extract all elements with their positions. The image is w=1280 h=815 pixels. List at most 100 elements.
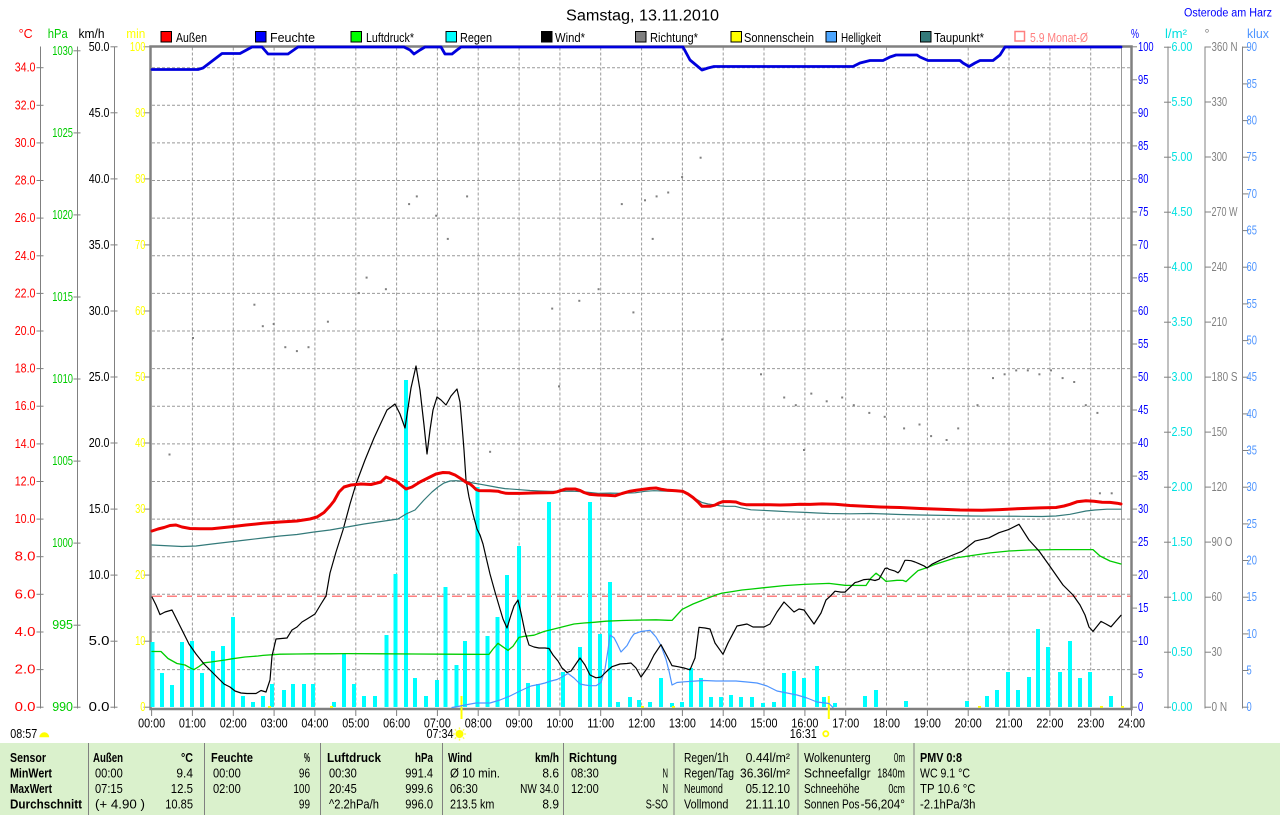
svg-text:16:00: 16:00 (791, 717, 818, 731)
svg-text:hPa: hPa (48, 27, 68, 41)
svg-text:^2.2hPa/h: ^2.2hPa/h (329, 798, 379, 812)
svg-text:90 O: 90 O (1212, 535, 1233, 549)
svg-text:Sonnenschein: Sonnenschein (744, 30, 814, 45)
svg-text:21:00: 21:00 (996, 717, 1023, 731)
svg-text:45.0: 45.0 (89, 106, 110, 120)
svg-text:36.36l/m²: 36.36l/m² (740, 767, 790, 781)
svg-text:-2.1hPa/3h: -2.1hPa/3h (920, 798, 976, 812)
svg-text:Luftdruck: Luftdruck (327, 751, 381, 765)
svg-text:5: 5 (1138, 667, 1143, 681)
svg-text:22.0: 22.0 (15, 286, 36, 300)
svg-text:Ø 10 min.: Ø 10 min. (450, 767, 500, 781)
svg-text:999.6: 999.6 (405, 782, 433, 796)
svg-text:Durchschnitt: Durchschnitt (10, 798, 83, 812)
svg-text:5.50: 5.50 (1172, 95, 1193, 109)
svg-text:00:00: 00:00 (213, 767, 241, 781)
svg-text:150: 150 (1212, 425, 1228, 439)
svg-text:Taupunkt*: Taupunkt* (934, 30, 984, 45)
svg-text:30.0: 30.0 (89, 304, 110, 318)
svg-text:15: 15 (1138, 601, 1148, 615)
svg-text:0.44l/m²: 0.44l/m² (746, 751, 790, 765)
svg-text:100: 100 (293, 782, 310, 796)
svg-text:1020: 1020 (52, 208, 73, 222)
svg-text:0m: 0m (894, 751, 905, 765)
svg-text:02:00: 02:00 (220, 717, 247, 731)
svg-text:240: 240 (1212, 260, 1228, 274)
svg-text:13:00: 13:00 (669, 717, 696, 731)
svg-text:Helligkeit: Helligkeit (841, 30, 881, 45)
svg-text:180 S: 180 S (1212, 370, 1238, 384)
svg-text:20.0: 20.0 (89, 436, 110, 450)
svg-text:34.0: 34.0 (15, 61, 36, 75)
svg-text:21.11.10: 21.11.10 (746, 798, 790, 812)
svg-text:35: 35 (1247, 444, 1257, 458)
svg-text:N: N (662, 782, 668, 796)
svg-text:85: 85 (1247, 77, 1257, 91)
svg-text:995: 995 (52, 618, 73, 632)
svg-text:0: 0 (140, 700, 145, 714)
svg-text:WC 9.1 °C: WC 9.1 °C (920, 767, 970, 781)
svg-text:PMV 0:8: PMV 0:8 (920, 751, 962, 765)
svg-text:0.00: 0.00 (1172, 700, 1193, 714)
svg-text:270 W: 270 W (1212, 205, 1238, 219)
svg-text:55: 55 (1247, 297, 1257, 311)
svg-text:20.0: 20.0 (15, 324, 36, 338)
svg-text:10:00: 10:00 (546, 717, 573, 731)
svg-text:5.9 Monat-Ø: 5.9 Monat-Ø (1030, 30, 1088, 45)
svg-text:40: 40 (135, 436, 145, 450)
svg-text:15.0: 15.0 (89, 502, 110, 516)
svg-text:Luftdruck*: Luftdruck* (366, 30, 414, 45)
svg-text:03:00: 03:00 (261, 717, 288, 731)
svg-text:MaxWert: MaxWert (10, 782, 53, 796)
svg-text:TP 10.6 °C: TP 10.6 °C (920, 782, 976, 796)
svg-text:19:00: 19:00 (914, 717, 941, 731)
svg-text:18:00: 18:00 (873, 717, 900, 731)
svg-text:1840m: 1840m (877, 767, 905, 781)
svg-text:11:00: 11:00 (587, 717, 614, 731)
svg-text:07:34: 07:34 (427, 727, 454, 741)
svg-text:Feuchte: Feuchte (270, 30, 315, 45)
svg-text:12.0: 12.0 (15, 475, 36, 489)
svg-text:20:45: 20:45 (329, 782, 357, 796)
svg-text:0.0: 0.0 (15, 700, 36, 714)
svg-text:°C: °C (181, 751, 193, 765)
svg-text:14.0: 14.0 (15, 437, 36, 451)
svg-text:Wind*: Wind* (555, 30, 585, 45)
svg-text:10: 10 (1247, 627, 1257, 641)
svg-text:4.00: 4.00 (1172, 260, 1193, 274)
svg-text:99: 99 (299, 798, 310, 812)
svg-text:90: 90 (1138, 106, 1148, 120)
svg-text:60: 60 (1138, 304, 1148, 318)
svg-text:80: 80 (135, 172, 145, 186)
svg-text:12:00: 12:00 (628, 717, 655, 731)
svg-text:(+ 4.90 ): (+ 4.90 ) (95, 798, 145, 812)
svg-text:1005: 1005 (52, 454, 73, 468)
svg-text:35: 35 (1138, 469, 1148, 483)
svg-text:40: 40 (1138, 436, 1148, 450)
svg-text:70: 70 (135, 238, 145, 252)
svg-text:60: 60 (1247, 260, 1257, 274)
svg-text:23:00: 23:00 (1077, 717, 1104, 731)
svg-text:17:00: 17:00 (832, 717, 859, 731)
svg-text:1025: 1025 (52, 126, 73, 140)
svg-text:10.0: 10.0 (15, 512, 36, 526)
svg-text:18.0: 18.0 (15, 362, 36, 376)
svg-text:01:00: 01:00 (179, 717, 206, 731)
svg-text:40.0: 40.0 (89, 172, 110, 186)
svg-text:Wind: Wind (448, 751, 472, 765)
svg-text:15:00: 15:00 (751, 717, 778, 731)
svg-text:28.0: 28.0 (15, 174, 36, 188)
svg-text:Regen/Tag: Regen/Tag (684, 767, 734, 781)
svg-text:3.50: 3.50 (1172, 315, 1193, 329)
svg-text:l/m²: l/m² (1165, 27, 1187, 41)
svg-text:25: 25 (1138, 535, 1148, 549)
svg-text:08:00: 08:00 (465, 717, 492, 731)
svg-text:55: 55 (1138, 337, 1148, 351)
svg-text:Neumond: Neumond (684, 782, 723, 796)
svg-text:45: 45 (1247, 370, 1257, 384)
svg-text:hPa: hPa (415, 751, 434, 765)
svg-text:0.50: 0.50 (1172, 645, 1193, 659)
svg-text:40: 40 (1247, 407, 1257, 421)
svg-text:0cm: 0cm (888, 782, 905, 796)
svg-text:16.0: 16.0 (15, 399, 36, 413)
